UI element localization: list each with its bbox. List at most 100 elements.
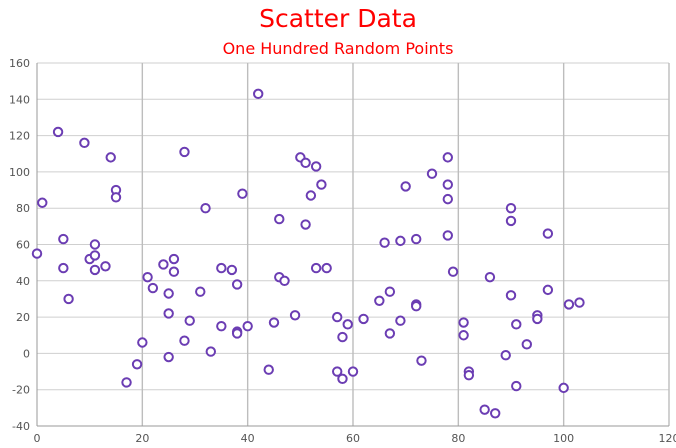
scatter-point — [442, 179, 453, 190]
scatter-point — [184, 315, 195, 326]
scatter-point — [505, 203, 517, 214]
scatter-point — [447, 266, 459, 277]
scatter-point — [542, 228, 554, 239]
scatter-point — [511, 380, 522, 392]
y-tick-label: 20 — [16, 311, 30, 324]
scatter-point — [31, 248, 43, 259]
scatter-point — [89, 250, 101, 261]
scatter-point — [332, 311, 343, 323]
y-tick-label: 60 — [16, 239, 30, 252]
y-tick-label: -40 — [12, 420, 30, 433]
y-tick-label: 120 — [9, 130, 30, 143]
scatter-point — [310, 161, 322, 172]
scatter-point — [142, 271, 153, 283]
scatter-point — [289, 310, 301, 321]
scatter-point — [490, 408, 501, 419]
axis-layer — [36, 63, 669, 427]
scatter-point — [58, 262, 69, 274]
scatter-point — [63, 293, 74, 305]
scatter-point — [58, 233, 69, 245]
scatter-point — [37, 197, 48, 208]
scatter-point — [426, 168, 438, 179]
y-tick-label: 0 — [23, 347, 30, 360]
y-tick-label: 100 — [9, 166, 30, 179]
scatter-point — [226, 264, 238, 276]
scatter-point — [442, 193, 453, 205]
x-tick-label: 120 — [659, 432, 676, 445]
scatter-point — [442, 152, 453, 163]
scatter-point — [179, 335, 190, 346]
y-tick-label: 40 — [16, 275, 30, 288]
scatter-point — [253, 88, 264, 100]
scatter-point — [521, 339, 532, 350]
scatter-point — [231, 328, 243, 339]
scatter-point — [163, 288, 174, 299]
scatter-point — [442, 230, 453, 241]
scatter-point — [179, 146, 190, 158]
tick-labels: -40 -20 0 20 40 60 80 100 120 140 160 0 20 40 60 80 100 1… — [9, 57, 676, 445]
scatter-point — [505, 290, 517, 301]
scatter-point — [563, 299, 575, 310]
scatter-point — [89, 239, 101, 250]
scatter-point — [231, 279, 243, 290]
scatter-point — [458, 317, 469, 328]
scatter-point — [300, 157, 311, 169]
scatter-point — [168, 253, 180, 265]
scatter-point — [395, 315, 406, 326]
scatter-point — [216, 320, 227, 332]
scatter-point — [216, 262, 227, 274]
scatter-point — [542, 284, 554, 296]
scatter-point — [479, 404, 490, 415]
scatter-point — [310, 262, 322, 274]
chart-title: Scatter Data — [259, 4, 417, 33]
scatter-point — [316, 179, 327, 190]
scatter-point — [147, 282, 159, 294]
scatter-point — [500, 350, 511, 361]
scatter-point — [131, 359, 143, 370]
scatter-point — [484, 271, 496, 283]
scatter-point — [268, 317, 280, 328]
data-points — [31, 88, 585, 419]
scatter-point — [463, 369, 475, 381]
scatter-point — [342, 319, 353, 330]
x-tick-label: 60 — [346, 432, 360, 445]
y-tick-label: 160 — [9, 57, 30, 70]
scatter-point — [168, 266, 180, 277]
scatter-point — [505, 215, 517, 227]
scatter-point — [395, 235, 406, 247]
scatter-point — [321, 262, 332, 274]
scatter-point — [332, 366, 343, 377]
x-tick-label: 40 — [241, 432, 255, 445]
scatter-point — [137, 337, 148, 348]
scatter-point — [379, 237, 390, 248]
y-tick-label: -20 — [12, 384, 30, 397]
scatter-point — [416, 355, 427, 366]
scatter-point — [274, 213, 285, 225]
scatter-point — [347, 366, 359, 377]
scatter-point — [79, 137, 90, 149]
scatter-point — [279, 275, 290, 286]
scatter-point — [384, 286, 396, 297]
x-tick-label: 0 — [34, 432, 41, 445]
scatter-point — [52, 126, 64, 138]
scatter-point — [384, 328, 396, 339]
scatter-point — [411, 233, 422, 245]
scatter-point — [263, 364, 274, 375]
scatter-point — [158, 259, 169, 270]
scatter-point — [458, 330, 469, 341]
scatter-point — [400, 181, 411, 192]
x-tick-label: 80 — [451, 432, 465, 445]
x-tick-label: 100 — [553, 432, 574, 445]
scatter-point — [300, 219, 311, 230]
scatter-point — [374, 295, 385, 306]
scatter-point — [195, 286, 206, 297]
scatter-point — [237, 188, 248, 199]
scatter-point — [305, 190, 317, 201]
scatter-point — [574, 297, 585, 308]
scatter-point — [200, 203, 211, 214]
scatter-point — [121, 377, 132, 388]
chart-subtitle: One Hundred Random Points — [222, 39, 454, 58]
scatter-point — [89, 264, 101, 276]
y-tick-label: 80 — [16, 202, 30, 215]
